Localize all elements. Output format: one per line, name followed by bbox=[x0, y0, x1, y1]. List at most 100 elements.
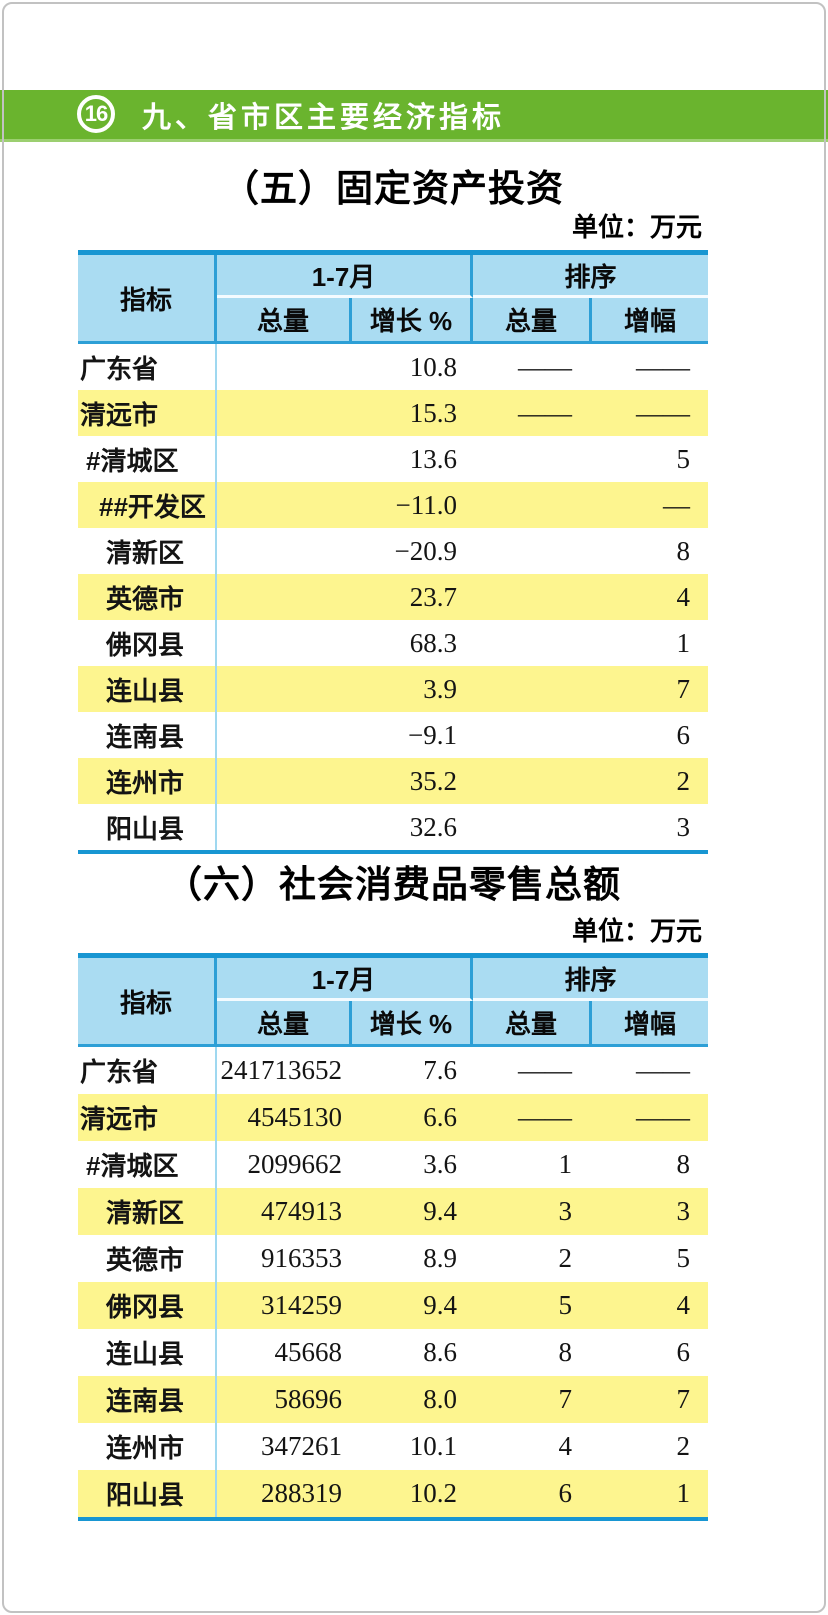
cell-value: —— bbox=[636, 397, 690, 428]
cell-value: 2 bbox=[676, 1431, 691, 1461]
header-sub-3: 增幅 bbox=[623, 306, 676, 336]
cell-value bbox=[473, 574, 592, 620]
cell-value: 8.0 bbox=[423, 1384, 457, 1414]
table-row: 广东省 241713652 7.6 —— —— bbox=[78, 1047, 708, 1094]
cell-value: 474913 bbox=[261, 1196, 342, 1226]
table-row: 阳山县 288319 10.2 6 1 bbox=[78, 1470, 708, 1517]
table-row: 广东省 10.8 —— —— bbox=[78, 344, 708, 390]
cell-value: —— bbox=[518, 1102, 572, 1132]
cell-value: 916353 bbox=[261, 1243, 342, 1273]
cell-value: 2 bbox=[676, 765, 691, 796]
cell-value bbox=[217, 436, 352, 482]
table-retail-sales: 指标 1-7月 排序 总量 增长 % 总量 增幅 广东省 241713652 7.6 —— —— 清远市… bbox=[78, 953, 708, 1521]
cell-value: —— bbox=[518, 1055, 572, 1085]
header-sub-3: 增幅 bbox=[623, 1009, 676, 1039]
cell-value: 5 bbox=[558, 1290, 573, 1320]
page-number: 16 bbox=[84, 101, 109, 126]
cell-value: 15.3 bbox=[409, 397, 457, 428]
cell-value: 4545130 bbox=[247, 1102, 343, 1132]
cell-value: 4 bbox=[676, 581, 691, 612]
unit-label: 单位：万元 bbox=[571, 212, 702, 242]
row-label: 阳山县 bbox=[78, 1470, 217, 1517]
cell-value bbox=[217, 482, 352, 528]
section-title-fixed-asset-investment: （五）固定资产投资 bbox=[222, 168, 564, 209]
unit-label: 单位：万元 bbox=[571, 916, 702, 946]
cell-value bbox=[217, 712, 352, 758]
cell-value: 3.9 bbox=[423, 673, 457, 704]
row-label: #清城区 bbox=[78, 1141, 217, 1188]
cell-value: 32.6 bbox=[409, 811, 457, 842]
cell-value: 68.3 bbox=[409, 627, 457, 658]
cell-value bbox=[217, 528, 352, 574]
row-label: 广东省 bbox=[78, 344, 217, 390]
header-group-period: 1-7月 bbox=[217, 958, 473, 1001]
row-label: 清远市 bbox=[78, 390, 217, 436]
table-header: 指标 1-7月 排序 总量 增长 % 总量 增幅 bbox=[78, 958, 708, 1047]
row-label: 佛冈县 bbox=[78, 620, 217, 666]
cell-value: 1 bbox=[676, 1478, 691, 1508]
row-label: 连山县 bbox=[78, 1329, 217, 1376]
cell-value bbox=[217, 620, 352, 666]
cell-value: 9.4 bbox=[423, 1196, 457, 1226]
table-row: 英德市 23.7 4 bbox=[78, 574, 708, 620]
table-row: 连南县 −9.1 6 bbox=[78, 712, 708, 758]
table-row: #清城区 2099662 3.6 1 8 bbox=[78, 1141, 708, 1188]
header-sub-0: 总量 bbox=[217, 298, 352, 341]
cell-value: 2099662 bbox=[247, 1149, 343, 1179]
cell-value: 2 bbox=[558, 1243, 573, 1273]
cell-value: 1 bbox=[558, 1149, 573, 1179]
cell-value bbox=[473, 804, 592, 850]
cell-value: 4 bbox=[558, 1431, 573, 1461]
table-row: 清远市 4545130 6.6 —— —— bbox=[78, 1094, 708, 1141]
cell-value bbox=[473, 758, 592, 804]
header-sub-2: 总量 bbox=[473, 298, 592, 341]
row-label: 清新区 bbox=[78, 1188, 217, 1235]
cell-value: —— bbox=[636, 1055, 690, 1085]
header-sub-2: 总量 bbox=[473, 1001, 592, 1044]
cell-value bbox=[473, 528, 592, 574]
cell-value bbox=[473, 436, 592, 482]
cell-value: —— bbox=[636, 1102, 690, 1132]
cell-value: −9.1 bbox=[408, 719, 457, 750]
table-row: 连山县 45668 8.6 8 6 bbox=[78, 1329, 708, 1376]
row-label: 清新区 bbox=[78, 528, 217, 574]
row-label: #清城区 bbox=[78, 436, 217, 482]
row-label: 佛冈县 bbox=[78, 1282, 217, 1329]
cell-value: 5 bbox=[676, 1243, 691, 1273]
cell-value: 7 bbox=[558, 1384, 573, 1414]
cell-value: 6 bbox=[558, 1478, 573, 1508]
cell-value: 288319 bbox=[261, 1478, 342, 1508]
cell-value bbox=[473, 666, 592, 712]
cell-value: 5 bbox=[676, 443, 691, 474]
table-row: 连南县 58696 8.0 7 7 bbox=[78, 1376, 708, 1423]
cell-value bbox=[473, 712, 592, 758]
cell-value: 7 bbox=[676, 673, 691, 704]
cell-value: −11.0 bbox=[395, 489, 457, 520]
table-row: #清城区 13.6 5 bbox=[78, 436, 708, 482]
header-sub-0: 总量 bbox=[217, 1001, 352, 1044]
cell-value bbox=[217, 574, 352, 620]
table-row: 佛冈县 314259 9.4 5 4 bbox=[78, 1282, 708, 1329]
table-row: 连州市 35.2 2 bbox=[78, 758, 708, 804]
header-group-period: 1-7月 bbox=[217, 255, 473, 298]
cell-value: 7.6 bbox=[423, 1055, 457, 1085]
table-row: 阳山县 32.6 3 bbox=[78, 804, 708, 850]
cell-value: 45668 bbox=[274, 1337, 343, 1367]
header-group-rank: 排序 bbox=[473, 255, 708, 298]
cell-value: 9.4 bbox=[423, 1290, 457, 1320]
row-label: 英德市 bbox=[78, 574, 217, 620]
row-label: 阳山县 bbox=[78, 804, 217, 850]
table-row: 英德市 916353 8.9 2 5 bbox=[78, 1235, 708, 1282]
cell-value bbox=[217, 804, 352, 850]
cell-value: 314259 bbox=[261, 1290, 342, 1320]
cell-value: —— bbox=[518, 351, 572, 382]
page-number-badge: 16 bbox=[77, 95, 115, 133]
cell-value: 10.2 bbox=[409, 1478, 457, 1508]
row-label: 连山县 bbox=[78, 666, 217, 712]
table-fixed-asset-investment: 指标 1-7月 排序 总量 增长 % 总量 增幅 广东省 10.8 —— —— 清远市 15.3 —— ——… bbox=[78, 250, 708, 854]
row-label: 连南县 bbox=[78, 1376, 217, 1423]
row-label: 连州市 bbox=[78, 1423, 217, 1470]
cell-value: 6.6 bbox=[423, 1102, 457, 1132]
row-label: ##开发区 bbox=[78, 482, 217, 528]
